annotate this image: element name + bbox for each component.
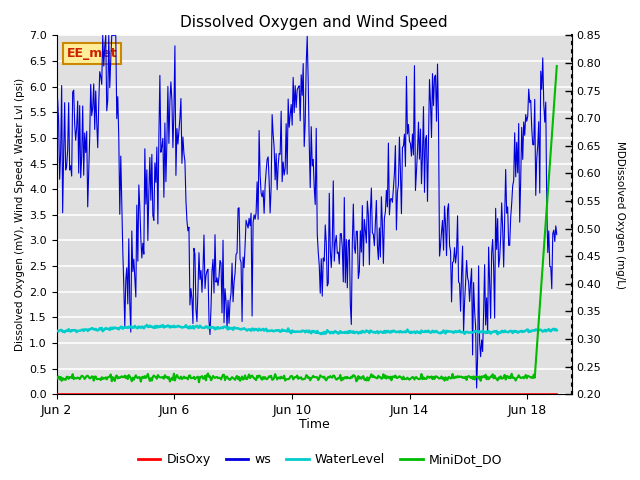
Y-axis label: Dissolved Oxygen (mV), Wind Speed, Water Lvl (psi): Dissolved Oxygen (mV), Wind Speed, Water… [15,78,25,351]
Title: Dissolved Oxygen and Wind Speed: Dissolved Oxygen and Wind Speed [180,15,448,30]
Legend: DisOxy, ws, WaterLevel, MiniDot_DO: DisOxy, ws, WaterLevel, MiniDot_DO [132,448,508,471]
X-axis label: Time: Time [299,419,330,432]
Text: EE_met: EE_met [67,47,118,60]
Y-axis label: MDDissolved Oxygen (mg/L): MDDissolved Oxygen (mg/L) [615,141,625,289]
